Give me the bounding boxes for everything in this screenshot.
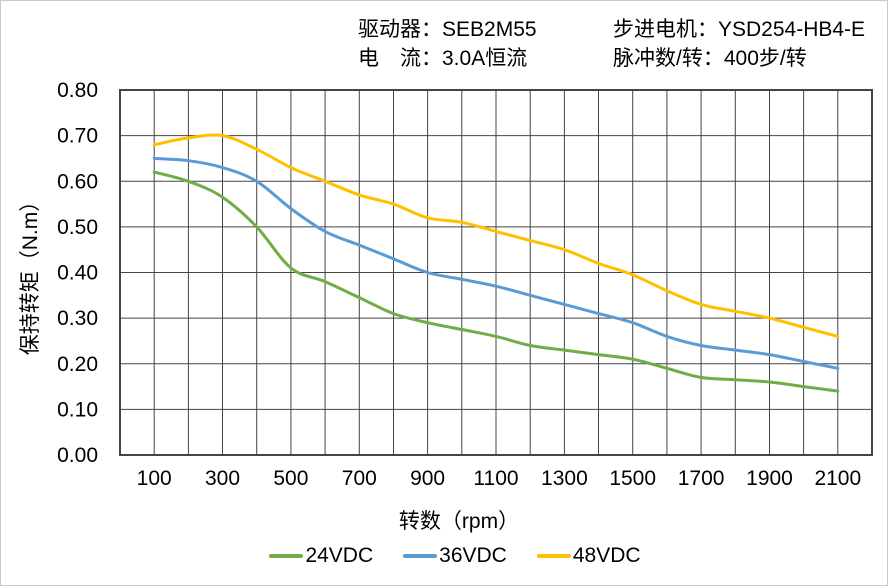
x-tick-label: 900 <box>410 467 445 490</box>
motor-spec: 步进电机：YSD254-HB4-E <box>613 18 866 41</box>
legend-label-36vdc: 36VDC <box>439 544 507 567</box>
torque-curves <box>152 133 840 393</box>
legend-item-24vdc: 24VDC <box>269 544 373 568</box>
plot-border <box>119 89 873 456</box>
x-tick-label: 2100 <box>814 467 861 490</box>
x-tick-label: 1500 <box>609 467 656 490</box>
x-axis-title: 转数（rpm） <box>399 510 519 533</box>
legend-label-48vdc: 48VDC <box>572 544 641 567</box>
grid-lines <box>119 89 873 456</box>
x-tick-label: 1700 <box>678 467 725 490</box>
pulses-per-rev-spec: 脉冲数/转：400步/转 <box>613 47 807 70</box>
y-tick-label: 0.20 <box>57 353 98 376</box>
x-tick-label: 300 <box>205 467 240 490</box>
x-tick-label: 1900 <box>746 467 793 490</box>
plot-border-rect <box>119 89 873 456</box>
legend-line-swatch-36vdc <box>403 554 438 558</box>
current-spec: 电 流：3.0A恒流 <box>358 47 528 70</box>
y-tick-label: 0.30 <box>57 307 98 330</box>
legend-line-swatch-24vdc <box>269 554 304 558</box>
legend-line-swatch-48vdc <box>536 554 571 558</box>
y-tick-label: 0.50 <box>57 216 98 239</box>
curve-36vdc <box>152 156 840 370</box>
curve-24vdc <box>152 170 840 393</box>
legend-label-24vdc: 24VDC <box>305 544 374 567</box>
y-tick-label: 0.80 <box>57 79 98 102</box>
x-tick-label: 1100 <box>473 467 518 490</box>
legend-item-48vdc: 48VDC <box>536 544 641 568</box>
x-tick-label: 100 <box>137 467 172 490</box>
legend-item-36vdc: 36VDC <box>403 544 507 568</box>
x-tick-label: 700 <box>342 467 377 490</box>
y-axis-title: 保持转矩（N.m） <box>19 191 42 356</box>
header-driver-specs: 驱动器：SEB2M55 电 流：3.0A恒流 <box>358 15 537 73</box>
driver-spec: 驱动器：SEB2M55 <box>358 18 537 41</box>
axis-tick-labels: 100 300 500 700 900 1100 1300 1500 1700 1900 2100 0… <box>57 79 861 490</box>
x-tick-label: 1300 <box>541 467 588 490</box>
y-tick-label: 0.10 <box>57 398 98 421</box>
y-tick-label: 0.40 <box>57 262 98 285</box>
y-tick-label: 0.60 <box>57 170 98 193</box>
header-motor-specs: 步进电机：YSD254-HB4-E 脉冲数/转：400步/转 <box>613 15 865 73</box>
x-tick-label: 500 <box>273 467 308 490</box>
curve-48vdc <box>152 133 840 338</box>
chart-legend: 24VDC 36VDC 48VDC <box>23 544 887 568</box>
y-tick-label: 0.70 <box>57 125 98 148</box>
y-tick-label: 0.00 <box>57 444 98 467</box>
